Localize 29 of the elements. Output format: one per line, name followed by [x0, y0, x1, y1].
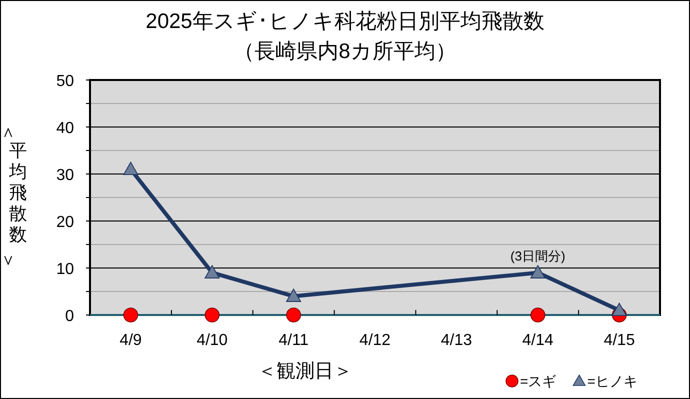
- x-axis-title: ＜観測日＞: [258, 361, 352, 382]
- point: [123, 308, 138, 322]
- x-tick-label: 4/13: [440, 332, 472, 349]
- legend-label: =スギ: [520, 373, 556, 389]
- point: [204, 308, 220, 322]
- x-tick-label: 4/12: [359, 332, 391, 349]
- point: [530, 308, 546, 322]
- point: [286, 308, 301, 322]
- x-tick-label: 4/9: [120, 332, 142, 349]
- x-tick-label: 4/10: [196, 332, 228, 349]
- point: [123, 162, 138, 175]
- chart-subtitle: （長崎県内8カ所平均）: [234, 40, 456, 63]
- point: [530, 265, 546, 278]
- y-tick-label: 40: [56, 120, 74, 137]
- y-tick-label: 30: [56, 167, 74, 184]
- y-axis-title: ＜平均飛散数＞: [0, 124, 27, 270]
- y-tick-label: 20: [56, 214, 74, 231]
- point: [286, 288, 301, 302]
- x-tick-label: 4/15: [604, 332, 635, 349]
- y-tick-label: 50: [56, 73, 74, 90]
- x-tick-label: 4/11: [278, 332, 309, 349]
- point: [204, 265, 220, 278]
- x-tick-label: 4/14: [522, 332, 554, 349]
- annotation: (3日間分): [510, 248, 566, 264]
- y-tick-label: 0: [65, 308, 74, 325]
- point: [612, 302, 627, 316]
- y-tick-label: 10: [56, 261, 74, 278]
- chart-title: 2025年スギ･ヒノキ科花粉日別平均飛散数: [146, 10, 544, 33]
- legend-label: =ヒノキ: [587, 373, 638, 389]
